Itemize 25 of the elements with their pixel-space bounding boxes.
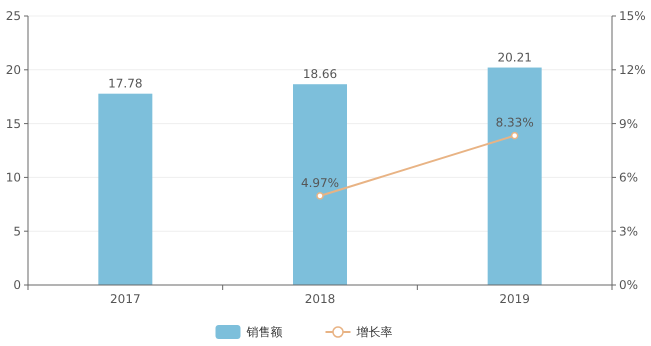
y2-tick-label: 12% [619, 63, 646, 77]
y-tick-label: 15 [6, 116, 21, 131]
data-label: 20.21 [497, 50, 532, 65]
data-label: 17.78 [108, 76, 143, 91]
y2-tick-label: 9% [619, 116, 638, 131]
bar [98, 94, 152, 285]
y2-tick-label: 15% [619, 9, 646, 24]
data-label: 8.33% [496, 116, 534, 130]
y2-tick-label: 6% [619, 170, 638, 185]
bar [293, 84, 347, 285]
y-tick-label: 0 [13, 278, 21, 292]
x-tick-label: 2017 [110, 292, 141, 306]
data-label: 18.66 [302, 67, 338, 82]
y-tick-label: 25 [6, 9, 21, 24]
data-label: 4.97% [300, 176, 340, 190]
y-tick-label: 10 [6, 170, 21, 185]
x-tick-label: 2019 [499, 292, 530, 306]
legend-label: 增长率 [356, 325, 392, 340]
y2-tick-label: 0% [619, 278, 638, 292]
legend-label: 销售额 [246, 325, 282, 340]
x-tick-label: 2018 [304, 292, 336, 306]
bar [488, 68, 542, 285]
y-tick-label: 5 [13, 224, 21, 238]
y-tick-label: 20 [6, 63, 21, 77]
y2-tick-label: 3% [619, 224, 638, 238]
